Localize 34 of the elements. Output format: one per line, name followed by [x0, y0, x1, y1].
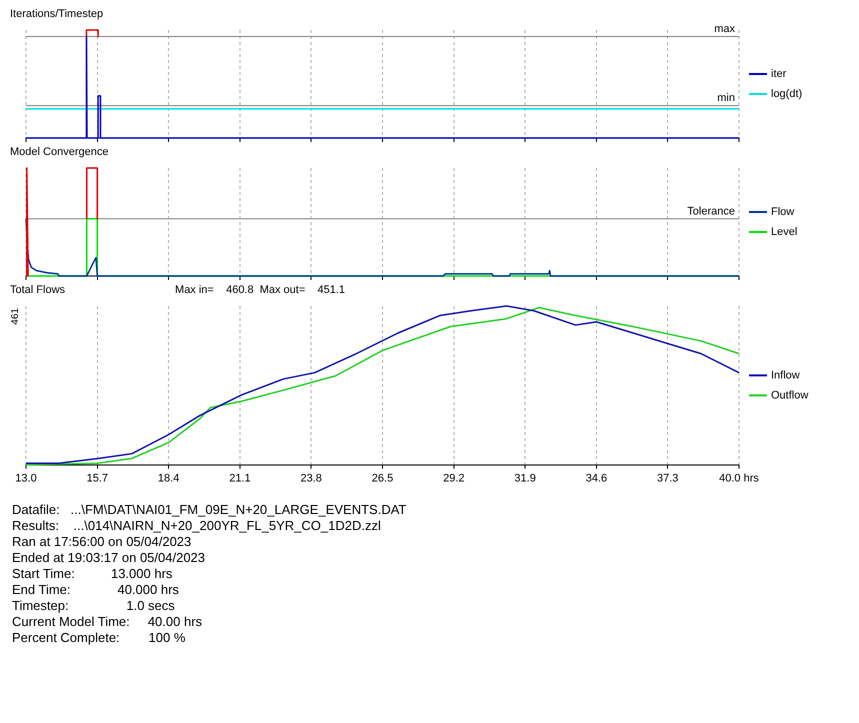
chart-subtitle: Max in= 460.8 Max out= 451.1	[175, 284, 346, 298]
legend-label: Outflow	[771, 389, 808, 402]
x-tick-label: 15.7	[86, 472, 108, 484]
x-tick-label: 37.3	[656, 472, 678, 484]
text: Results: ...\014\NAIRN_N+20_200YR_FL_5YR_CO_1D2D.zzl	[12, 518, 382, 534]
text: End Time: 40.000 hrs	[12, 582, 180, 598]
text: Ran at 17:56:00 on 05/04/2023	[12, 534, 192, 550]
text: Start Time: 13.000 hrs	[12, 566, 174, 582]
ref-line-label: Tolerance	[687, 205, 735, 218]
legend-label: Inflow	[771, 369, 800, 382]
text: 461	[10, 308, 21, 325]
chart-title: Total Flows	[10, 284, 66, 298]
x-tick-label: 13.0	[15, 472, 37, 484]
x-tick-label: 29.2	[443, 472, 465, 484]
text: Datafile: ...\FM\DAT\NAI01_FM_09E_N+20_LARGE_EVENTS.DAT	[12, 502, 408, 518]
chart-title: Model Convergence	[10, 146, 108, 160]
text: Current Model Time: 40.00 hrs	[12, 614, 204, 630]
legend-label: Level	[771, 226, 798, 238]
x-tick-label: 23.8	[300, 472, 322, 484]
chart-title: Iterations/Timestep	[10, 8, 104, 22]
x-tick-label: 31.9	[514, 472, 536, 484]
ref-line-label: min	[717, 92, 735, 104]
text: Timestep: 1.0 secs	[12, 598, 176, 614]
legend-label: log(dt)	[771, 88, 802, 100]
x-tick-label: 34.6	[586, 472, 608, 484]
legend-label: Flow	[771, 206, 794, 218]
x-tick-label: 21.1	[229, 472, 251, 484]
text: Ended at 19:03:17 on 05/04/2023	[12, 550, 206, 566]
legend-label: iter	[771, 68, 787, 80]
x-tick-label: 26.5	[372, 472, 394, 484]
text: Percent Complete: 100 %	[12, 630, 186, 646]
x-tick-label: 18.4	[158, 472, 180, 484]
x-tick-label: 40.0 hrs	[719, 472, 760, 484]
ref-line-label: max	[714, 23, 736, 36]
